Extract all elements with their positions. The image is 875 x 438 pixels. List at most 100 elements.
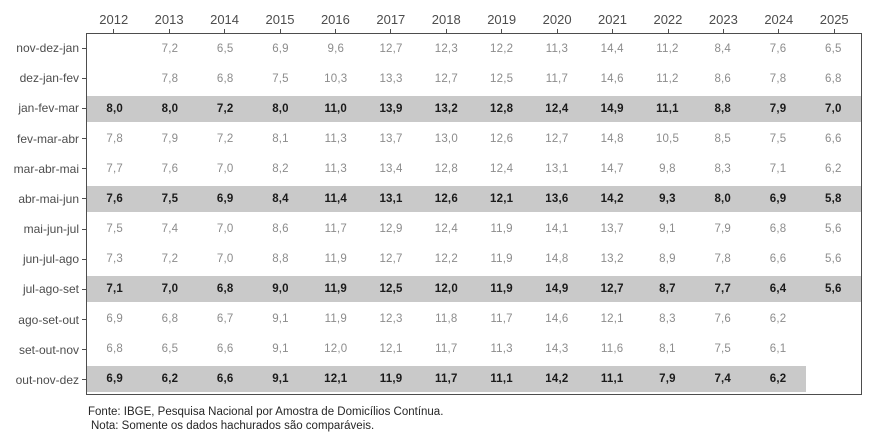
row-label-jun-jul-ago: jun-jul-ago (0, 244, 86, 274)
column-axis-tick (612, 29, 614, 33)
cell: 14,9 (545, 283, 569, 295)
cell: 6,5 (825, 43, 842, 55)
cell: 7,6 (769, 43, 787, 55)
cell: 14,8 (600, 133, 624, 145)
cell: 8,6 (714, 73, 732, 85)
cell: 11,7 (435, 373, 458, 385)
cell: 11,7 (490, 313, 513, 325)
cell: 11,7 (545, 73, 569, 85)
table-row: 7,2 6,5 6,9 9,6 12,7 12,3 12,2 11,3 14,4 11,2 8,4 7… (87, 34, 861, 64)
cell: 14,1 (545, 223, 569, 235)
cell: 7,1 (106, 283, 123, 295)
row-cells: 7,5 7,4 7,0 8,6 11,7 12,9 12,4 11,9 14,1 13,7 9,1 7… (87, 214, 861, 244)
cell: 8,4 (714, 43, 732, 55)
row-label-column: nov-dez-jan dez-jan-fev jan-fev-mar fev-mar… (0, 33, 86, 395)
cell: 11,6 (601, 343, 624, 355)
column-header-2016: 2016 (320, 12, 350, 27)
cell: 7,7 (106, 163, 123, 175)
row-axis-tick (82, 228, 86, 230)
plot-area: 7,2 6,5 6,9 9,6 12,7 12,3 12,2 11,3 14,4 11,2 8,4 7… (86, 33, 862, 395)
row-label-text: nov-dez-jan (16, 41, 79, 56)
row-label-text: fev-mar-abr (16, 131, 79, 146)
row-cells: 6,9 6,8 6,7 9,1 11,9 12,3 11,8 11,7 14,6 12,1 8,3 7… (87, 304, 861, 334)
row-label-text: mar-abr-mai (13, 161, 79, 176)
cell: 11,9 (324, 283, 348, 295)
row-cells: 7,2 6,5 6,9 9,6 12,7 12,3 12,2 11,3 14,4 11,2 8,4 7… (87, 34, 861, 64)
cell: 11,9 (490, 223, 513, 235)
highlight-band (87, 366, 806, 392)
cell: 6,9 (216, 193, 234, 205)
source-text: Fonte: IBGE, Pesquisa Nacional por Amost… (88, 406, 444, 418)
column-tick-row (86, 29, 862, 33)
cell: 6,8 (825, 73, 842, 85)
cell: 5,6 (825, 223, 842, 235)
cell: 6,2 (769, 313, 787, 325)
cell: 7,2 (161, 43, 179, 55)
cell: 11,3 (324, 133, 347, 145)
cell: 13,1 (379, 193, 403, 205)
cell: 9,6 (327, 43, 345, 55)
cell: 11,3 (324, 163, 347, 175)
cell: 8,3 (714, 163, 732, 175)
cell: 14,8 (545, 253, 569, 265)
cell: 11,9 (324, 313, 347, 325)
cell: 12,1 (379, 343, 403, 355)
row-label-text: abr-mai-jun (18, 191, 79, 206)
row-label-jan-fev-mar: jan-fev-mar (0, 93, 86, 123)
cell: 12,1 (600, 313, 624, 325)
column-axis-tick (722, 29, 724, 33)
cell: 10,3 (324, 73, 348, 85)
cell: 5,8 (825, 193, 842, 205)
table-row: 7,7 7,6 7,0 8,2 11,3 13,4 12,8 12,4 13,1 14,7 9,8 8… (87, 154, 861, 184)
cell: 8,8 (714, 103, 732, 115)
column-axis-tick (445, 29, 447, 33)
cell: 11,3 (490, 343, 513, 355)
cell: 6,6 (769, 253, 787, 265)
table-row: 7,8 7,9 7,2 8,1 11,3 13,7 13,0 12,6 12,7 14,8 10,5… (87, 124, 861, 154)
note-text: Nota: Somente os dados hachurados são co… (91, 420, 375, 432)
cell: 9,1 (272, 373, 289, 385)
cell: 6,6 (216, 373, 234, 385)
cell: 14,9 (600, 103, 624, 115)
cell: 8,6 (272, 223, 289, 235)
cell: 14,2 (545, 373, 569, 385)
cell: 13,9 (379, 103, 403, 115)
cell: 11,2 (656, 43, 679, 55)
cell: 7,6 (714, 313, 732, 325)
column-axis-tick (168, 29, 170, 33)
column-axis-tick (390, 29, 392, 33)
cell (87, 34, 142, 64)
cell: 11,9 (324, 253, 347, 265)
row-cells: 8,0 8,0 7,2 8,0 11,0 13,9 13,2 12,8 12,4 14,9 11,1… (87, 94, 861, 124)
cell: 6,9 (106, 313, 123, 325)
column-axis-tick (334, 29, 336, 33)
cell: 6,5 (161, 343, 179, 355)
column-axis-tick (556, 29, 558, 33)
table-row: 7,3 7,2 7,0 8,8 11,9 12,7 12,2 11,9 14,8 13,2 8,9 7… (87, 244, 861, 274)
row-label-text: dez-jan-fev (19, 71, 79, 86)
cell: 12,4 (490, 163, 514, 175)
cell: 12,7 (379, 43, 403, 55)
cell: 7,5 (106, 223, 123, 235)
cell: 7,6 (161, 163, 179, 175)
row-label-text: jul-ago-set (22, 282, 79, 297)
cell: 9,3 (659, 193, 676, 205)
cell: 6,7 (216, 313, 234, 325)
cell: 11,7 (324, 223, 347, 235)
cell: 12,6 (434, 193, 458, 205)
column-axis-tick (113, 29, 115, 33)
column-header-row: 2012 2013 2014 2015 2016 2017 2018 2019 2020 2021… (86, 11, 862, 29)
cell: 14,6 (545, 313, 569, 325)
column-axis-tick (833, 29, 835, 33)
cell: 6,2 (769, 373, 787, 385)
cell: 8,4 (272, 193, 289, 205)
cell: 12,8 (434, 163, 458, 175)
cell (806, 364, 861, 394)
cell: 7,7 (714, 283, 732, 295)
cell: 10,5 (655, 133, 680, 145)
cell: 11,2 (656, 73, 679, 85)
cell: 12,1 (324, 373, 348, 385)
cell: 12,9 (379, 223, 403, 235)
column-axis-tick (778, 29, 780, 33)
cell: 9,1 (272, 313, 289, 325)
